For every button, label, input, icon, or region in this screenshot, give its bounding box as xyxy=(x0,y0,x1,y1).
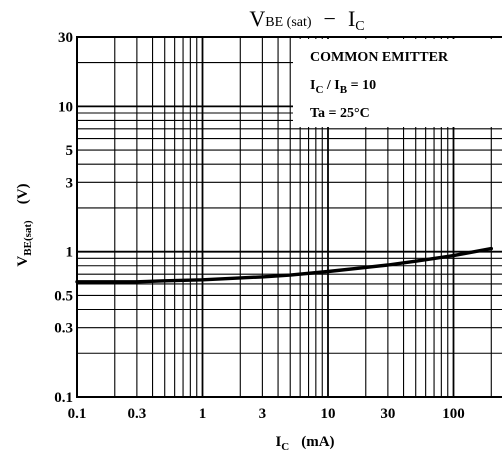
annotation-line-2: IC / IB = 10 xyxy=(310,78,376,96)
y-tick-label: 5 xyxy=(66,143,74,159)
x-tick-label: 100 xyxy=(442,406,465,422)
plot-frame xyxy=(76,36,502,398)
x-tick-label: 3 xyxy=(259,406,267,422)
y-axis-label: VBE(sat)(V) xyxy=(15,183,34,266)
annotation-line-1: COMMON EMITTER xyxy=(310,50,449,65)
x-tick-labels: 0.1 0.3 1 3 10 30 100 xyxy=(68,406,465,422)
x-tick-label: 1 xyxy=(199,406,207,422)
chart-title: VBE (sat) − IC xyxy=(249,6,364,34)
annotation-line-3: Ta = 25°C xyxy=(310,106,370,121)
y-tick-label: 3 xyxy=(66,175,74,191)
y-tick-label: 0.3 xyxy=(54,321,73,337)
x-axis-label: IC (mA) xyxy=(275,434,334,453)
x-tick-label: 10 xyxy=(321,406,336,422)
y-tick-label: 1 xyxy=(66,245,74,261)
x-tick-label: 0.3 xyxy=(128,406,147,422)
annotation-box xyxy=(293,39,502,127)
series-line xyxy=(75,246,493,284)
y-tick-label: 10 xyxy=(58,99,73,115)
x-tick-label: 0.1 xyxy=(68,406,87,422)
annotation-text: COMMON EMITTER IC / IB = 10 Ta = 25°C xyxy=(310,50,449,121)
y-tick-label: 0.5 xyxy=(54,288,73,304)
y-tick-label: 30 xyxy=(58,30,73,46)
y-tick-labels: 0.1 0.3 0.5 1 3 5 10 30 xyxy=(54,30,73,406)
x-tick-label: 30 xyxy=(380,406,395,422)
y-tick-label: 0.1 xyxy=(54,390,73,406)
curve-layer xyxy=(75,246,493,284)
